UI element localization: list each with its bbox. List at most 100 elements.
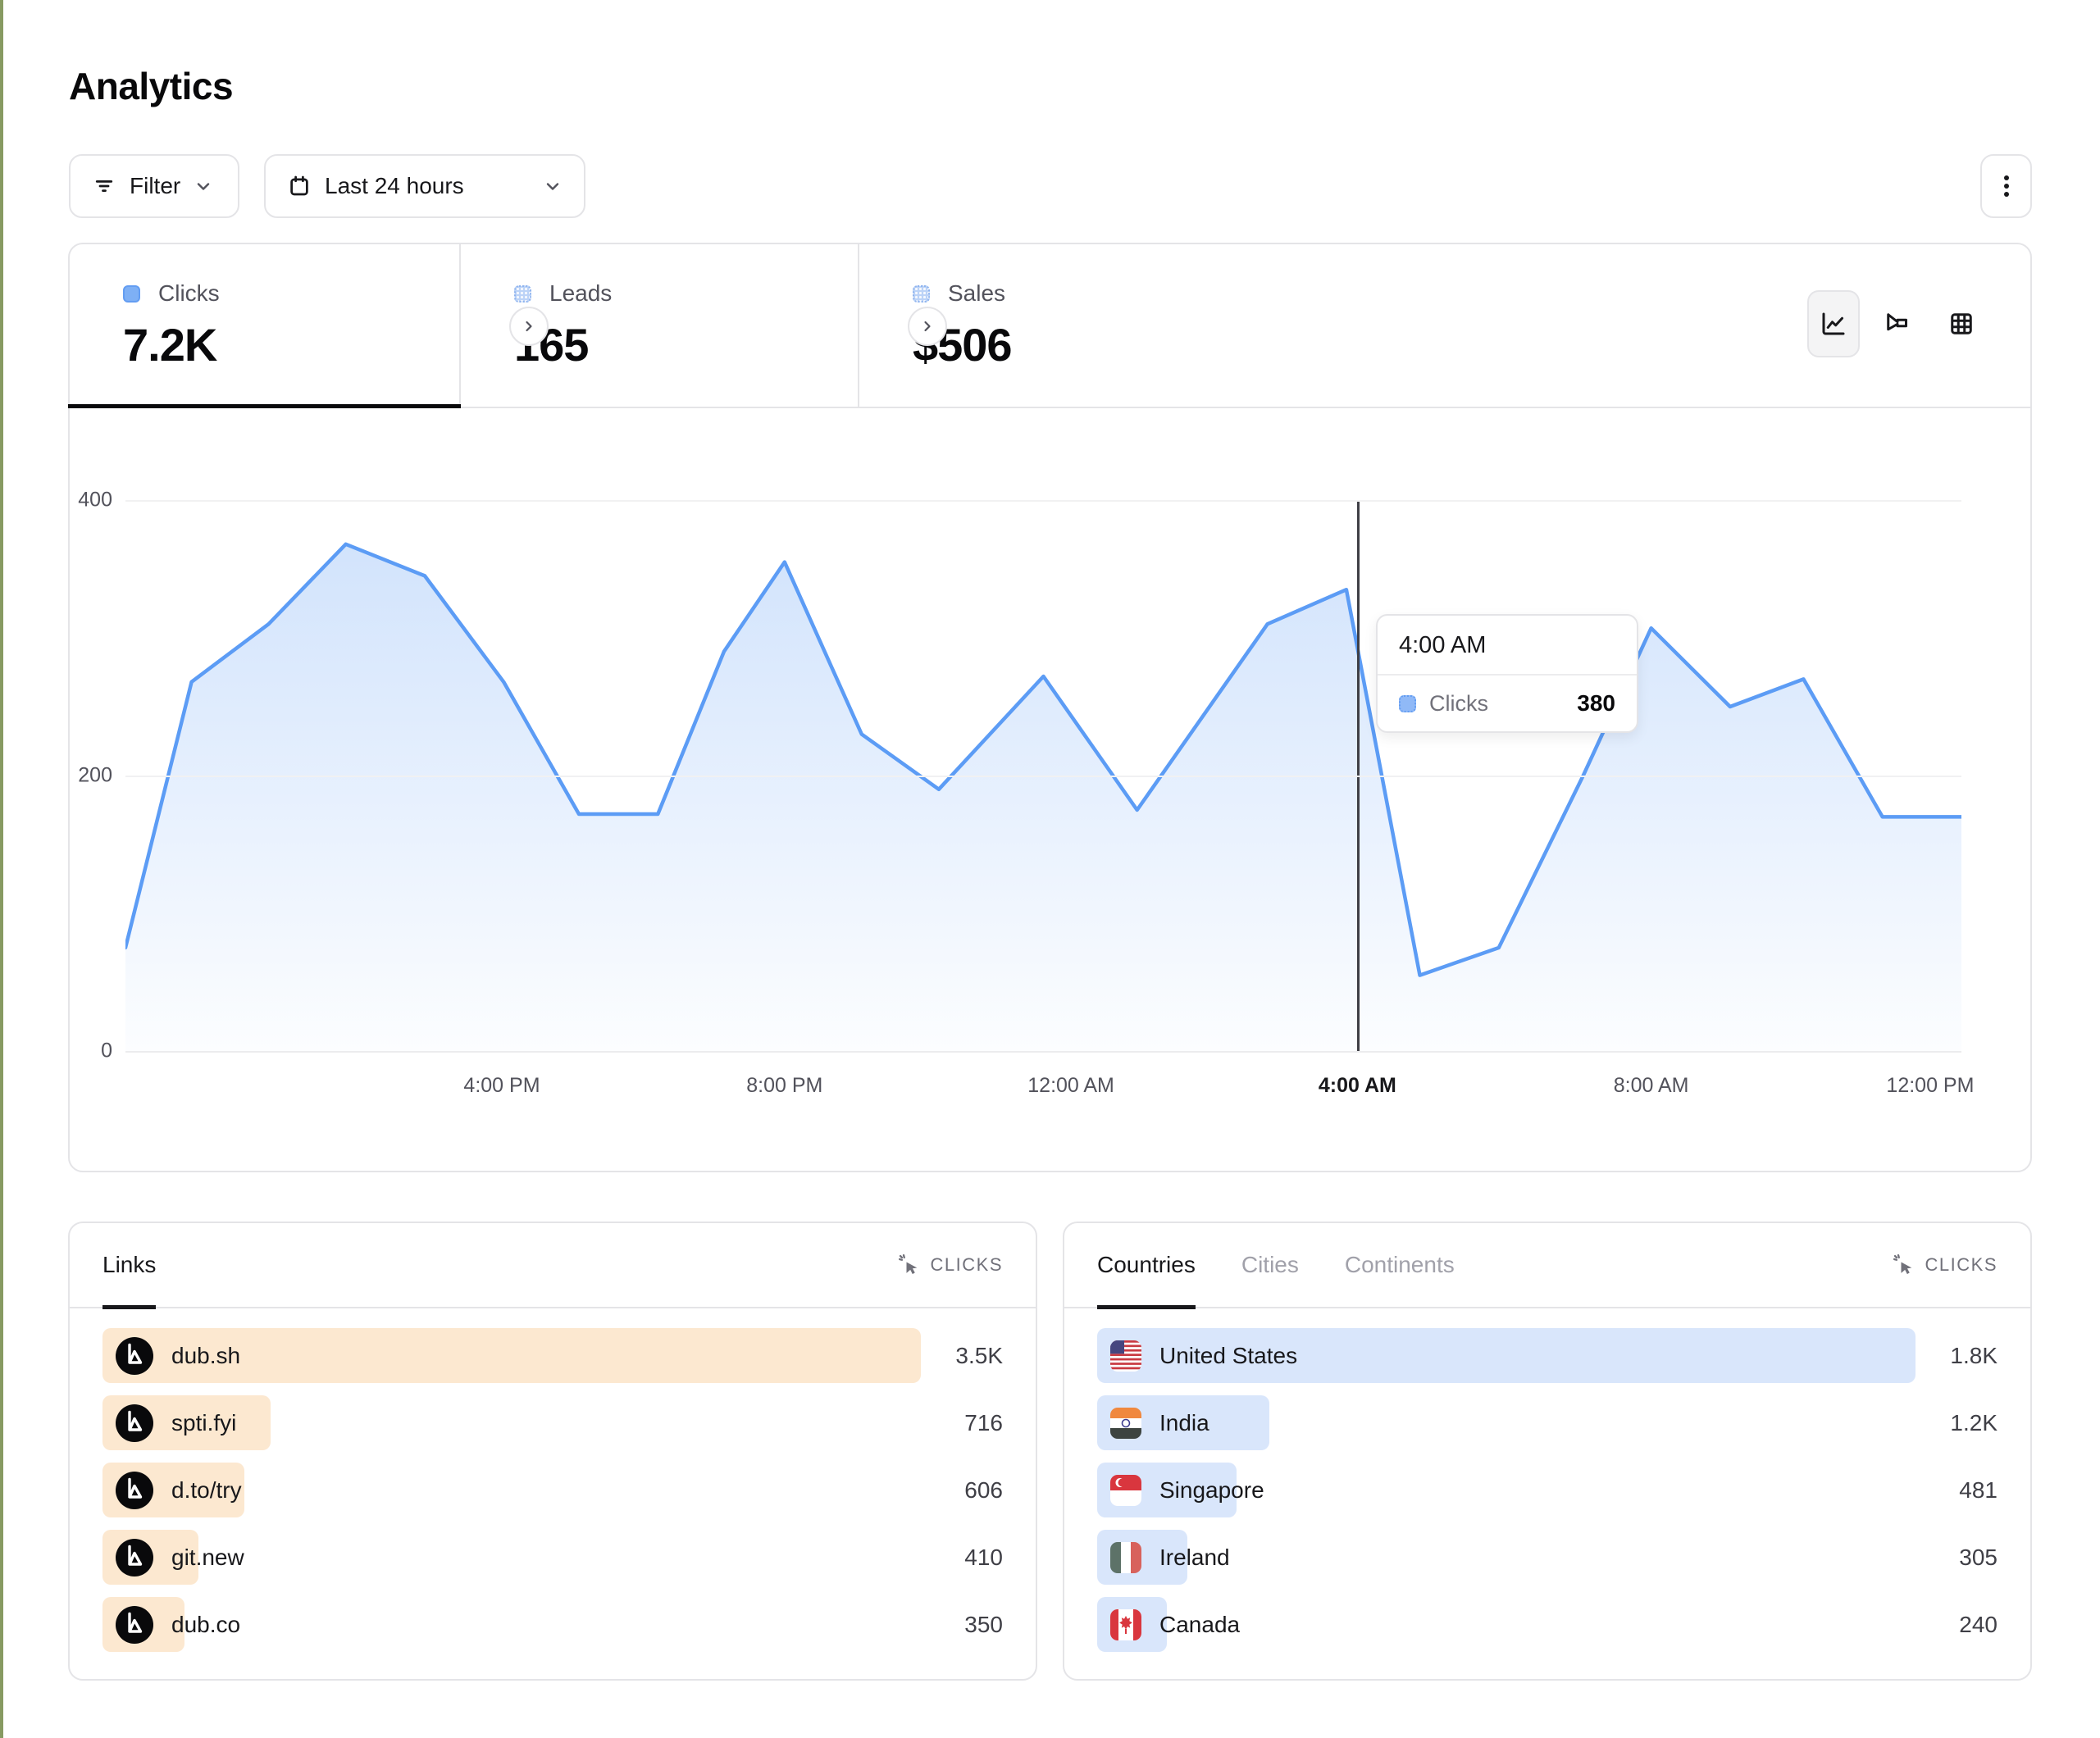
dub-logo-icon: [116, 1471, 153, 1509]
dub-logo-icon: [116, 1404, 153, 1442]
more-options-button[interactable]: [1980, 154, 2032, 218]
x-axis-label: 12:00 PM: [1886, 1074, 1975, 1097]
leads-tab-value: 165: [514, 319, 589, 371]
y-axis-label: 0: [101, 1039, 112, 1062]
analytics-card: Clicks 7.2K Leads 165 Sales $506: [68, 243, 2032, 1172]
y-axis-label: 400: [78, 488, 112, 512]
table-view-button[interactable]: [1935, 290, 1988, 357]
country-bar: [1097, 1328, 1916, 1383]
country-row-India[interactable]: India 1.2K: [1097, 1395, 1998, 1450]
country-clicks-value: 240: [1959, 1611, 1998, 1637]
area-fill: [125, 544, 1961, 1051]
funnel-view-button[interactable]: [1871, 290, 1924, 357]
link-label: d.to/try: [171, 1476, 242, 1503]
active-tab-underline: [68, 404, 461, 408]
line-chart-icon: [1822, 312, 1845, 335]
link-label: spti.fyi: [171, 1409, 237, 1435]
links-metric-header-label: CLICKS: [930, 1254, 1003, 1275]
y-axis-label: 200: [78, 763, 112, 787]
cursor-click-icon: [1893, 1253, 1916, 1276]
country-row-United States[interactable]: United States 1.8K: [1097, 1328, 1998, 1383]
expand-leads-button[interactable]: [509, 307, 549, 346]
flag-icon-ie: [1110, 1541, 1141, 1573]
country-label: India: [1159, 1409, 1209, 1435]
chart-tooltip: 4:00 AM Clicks 380: [1376, 614, 1638, 733]
cursor-click-icon: [898, 1253, 921, 1276]
gridline-y-400: [125, 500, 1961, 502]
link-clicks-value: 410: [964, 1544, 1003, 1570]
tooltip-time: 4:00 AM: [1378, 616, 1637, 676]
link-row-git.new[interactable]: git.new 410: [102, 1530, 1003, 1585]
flag-icon-in: [1110, 1407, 1141, 1439]
calendar-icon: [287, 174, 312, 198]
clicks-legend-swatch: [123, 284, 140, 303]
flag-icon-ca: [1110, 1608, 1141, 1640]
link-row-dub.sh[interactable]: dub.sh 3.5K: [102, 1328, 1003, 1383]
tab-continents[interactable]: Continents: [1344, 1252, 1455, 1277]
tooltip-metric-label: Clicks: [1429, 690, 1488, 716]
x-axis-label: 12:00 AM: [1027, 1074, 1114, 1097]
chevron-right-icon: [526, 321, 532, 332]
filter-button[interactable]: Filter: [69, 154, 239, 218]
gridline-y-0: [125, 1051, 1961, 1053]
country-clicks-value: 1.2K: [1950, 1409, 1998, 1435]
date-range-button[interactable]: Last 24 hours: [264, 154, 585, 218]
geo-metric-header[interactable]: CLICKS: [1893, 1253, 1998, 1276]
window-edge: [0, 0, 3, 1738]
country-row-Canada[interactable]: Canada 240: [1097, 1597, 1998, 1652]
link-clicks-value: 606: [964, 1476, 1003, 1503]
clicks-time-series-chart[interactable]: 4:00 AM Clicks 380 400 200 0 4:00 PM 8:00 PM…: [70, 408, 2030, 1171]
chevron-down-icon: [194, 176, 213, 196]
dub-logo-icon: [116, 1605, 153, 1644]
clicks-tab-value: 7.2K: [123, 319, 217, 371]
country-clicks-value: 1.8K: [1950, 1342, 1998, 1368]
country-clicks-value: 481: [1959, 1476, 1998, 1503]
link-row-spti.fyi[interactable]: spti.fyi 716: [102, 1395, 1003, 1450]
leads-legend-swatch: [514, 284, 531, 303]
link-label: dub.co: [171, 1611, 241, 1637]
flag-icon-us: [1110, 1340, 1141, 1372]
chevron-right-icon: [924, 321, 931, 332]
link-clicks-value: 716: [964, 1409, 1003, 1435]
funnel-icon: [1887, 313, 1907, 331]
link-clicks-value: 350: [964, 1611, 1003, 1637]
country-label: Singapore: [1159, 1476, 1264, 1503]
tab-clicks[interactable]: Clicks 7.2K: [68, 244, 461, 408]
tab-links[interactable]: Links: [102, 1222, 157, 1309]
kebab-menu-icon: [1996, 172, 2017, 200]
clicks-tab-label: Clicks: [158, 280, 220, 306]
links-metric-header[interactable]: CLICKS: [898, 1253, 1003, 1276]
filter-label: Filter: [130, 173, 181, 198]
area-chart-svg: [125, 542, 1961, 1051]
link-clicks-value: 3.5K: [955, 1342, 1003, 1368]
x-axis-label: 8:00 AM: [1613, 1074, 1689, 1097]
chevron-down-icon: [543, 176, 563, 196]
link-bar: [102, 1328, 921, 1383]
x-axis-label: 4:00 AM: [1318, 1074, 1396, 1097]
leads-tab-label: Leads: [549, 280, 613, 306]
tab-cities[interactable]: Cities: [1241, 1252, 1299, 1277]
tooltip-metric-value: 380: [1577, 690, 1615, 716]
country-label: United States: [1159, 1342, 1298, 1368]
expand-sales-button[interactable]: [908, 307, 947, 346]
gridline-y-200: [125, 776, 1961, 777]
link-row-dub.co[interactable]: dub.co 350: [102, 1597, 1003, 1652]
link-row-d.to/try[interactable]: d.to/try 606: [102, 1463, 1003, 1517]
geo-panel: Countries Cities Continents CLICKS United …: [1063, 1222, 2032, 1681]
line-chart-view-button[interactable]: [1807, 290, 1860, 357]
country-label: Ireland: [1159, 1544, 1230, 1570]
links-panel: Links CLICKS dub.sh 3.5K spti.fyi 716 d.to/t…: [68, 1222, 1037, 1681]
clicks-line: [125, 542, 1961, 977]
dub-logo-icon: [116, 1538, 153, 1576]
dub-logo-icon: [116, 1336, 153, 1375]
sales-legend-swatch: [913, 284, 930, 303]
country-label: Canada: [1159, 1611, 1241, 1637]
country-row-Ireland[interactable]: Ireland 305: [1097, 1530, 1998, 1585]
geo-metric-header-label: CLICKS: [1925, 1254, 1998, 1275]
x-axis-label: 4:00 PM: [463, 1074, 540, 1097]
link-label: dub.sh: [171, 1342, 241, 1368]
country-row-Singapore[interactable]: Singapore 481: [1097, 1463, 1998, 1517]
metrics-header: Clicks 7.2K Leads 165 Sales $506: [68, 244, 2030, 408]
tab-countries[interactable]: Countries: [1097, 1222, 1196, 1309]
